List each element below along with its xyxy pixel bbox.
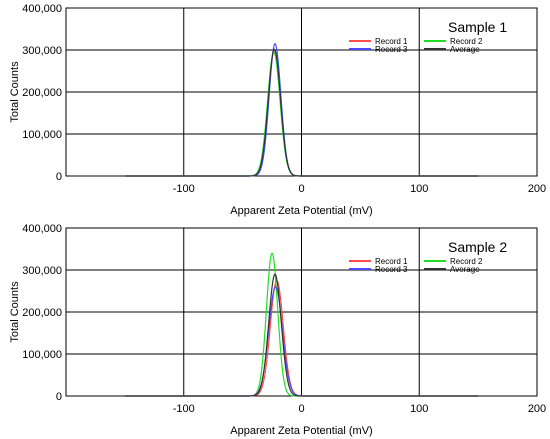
y-tick-label: 300,000	[22, 265, 62, 277]
chart-svg: 0 100,000 200,000 300,000 400,000 -100 0 100 200…	[9, 3, 546, 217]
y-axis-title: Total Counts	[9, 61, 21, 123]
legend-label: Record 1	[375, 37, 408, 46]
series-line-average	[124, 48, 479, 177]
legend-label: Record 3	[375, 45, 408, 54]
y-tick-label: 400,000	[22, 3, 62, 15]
y-tick-label: 100,000	[22, 349, 62, 361]
x-tick-label: 0	[298, 183, 304, 195]
y-tick-label: 0	[56, 391, 62, 403]
y-tick-label: 100,000	[22, 129, 62, 141]
x-tick-label: 100	[410, 183, 428, 195]
legend-label: Average	[450, 45, 480, 54]
chart-svg: 0 100,000 200,000 300,000 400,000 -100 0 100 200…	[9, 223, 546, 437]
series-line-average	[124, 273, 479, 397]
x-tick-label: 100	[410, 403, 428, 415]
sample-annotation: Sample 1	[448, 19, 507, 35]
legend-label: Record 2	[450, 257, 483, 266]
x-tick-label: -100	[173, 183, 195, 195]
y-tick-label: 200,000	[22, 307, 62, 319]
legend-label: Average	[450, 265, 480, 274]
legend-label: Record 3	[375, 265, 408, 274]
legend-label: Record 1	[375, 257, 408, 266]
legend-label: Record 2	[450, 37, 483, 46]
y-axis-title: Total Counts	[9, 281, 21, 343]
x-axis-title: Apparent Zeta Potential (mV)	[230, 425, 372, 437]
y-tick-label: 400,000	[22, 223, 62, 235]
sample-annotation: Sample 2	[448, 239, 507, 255]
x-axis-title: Apparent Zeta Potential (mV)	[230, 205, 372, 217]
y-tick-label: 0	[56, 171, 62, 183]
x-tick-label: 0	[298, 403, 304, 415]
chart-panel-sample-1: 0 100,000 200,000 300,000 400,000 -100 0 100 200…	[0, 0, 550, 219]
y-tick-label: 200,000	[22, 87, 62, 99]
x-tick-label: -100	[173, 403, 195, 415]
chart-panel-sample-2: 0 100,000 200,000 300,000 400,000 -100 0 100 200…	[0, 220, 550, 439]
x-tick-label: 200	[528, 403, 546, 415]
y-tick-label: 300,000	[22, 45, 62, 57]
x-tick-label: 200	[528, 183, 546, 195]
